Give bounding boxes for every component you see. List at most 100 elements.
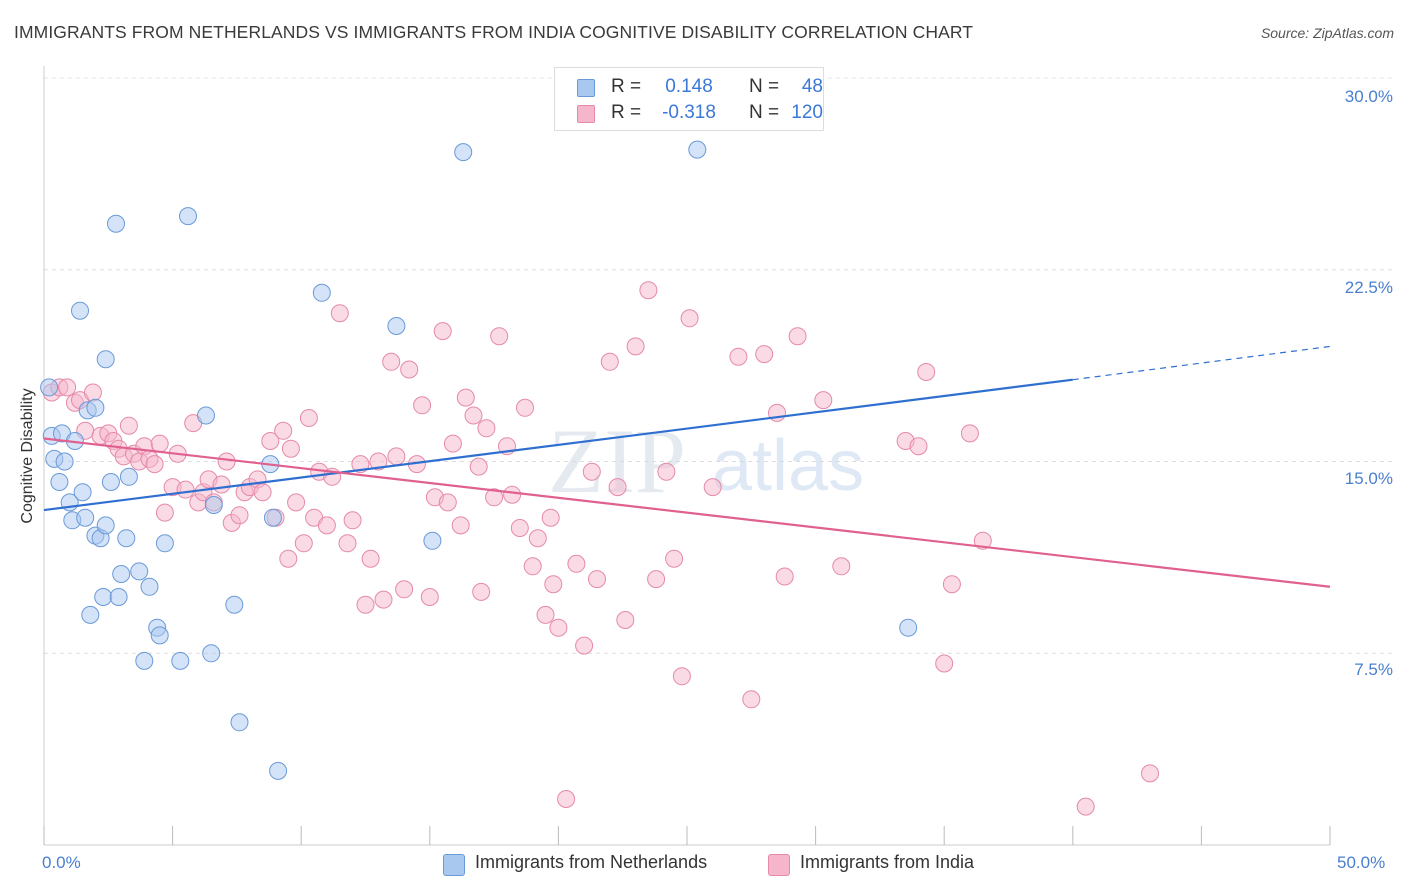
netherlands-point: [263, 508, 282, 527]
india-point: [261, 432, 280, 450]
india-point: [742, 690, 761, 709]
netherlands-points: [40, 140, 918, 780]
netherlands-point: [202, 644, 221, 663]
netherlands-point: [112, 565, 131, 583]
india-point: [317, 516, 336, 535]
india-point: [680, 309, 699, 328]
netherlands-point: [107, 214, 125, 233]
india-point: [176, 480, 195, 499]
india-point: [387, 447, 406, 466]
india-point: [973, 531, 992, 550]
watermark-zip: ZIP: [548, 410, 686, 512]
y-tick-22-5: 22.5%: [1344, 278, 1393, 297]
netherlands-point: [40, 378, 59, 397]
netherlands-point: [119, 467, 138, 486]
netherlands-trend-extension: [1072, 345, 1331, 381]
india-point: [490, 327, 509, 346]
netherlands-point: [94, 588, 113, 606]
india-point: [647, 570, 666, 589]
netherlands-point: [269, 761, 288, 780]
india-point: [626, 337, 645, 356]
india-point: [557, 790, 576, 808]
india-point: [438, 493, 457, 512]
netherlands-point: [117, 529, 136, 548]
y-tick-30: 30.0%: [1344, 87, 1393, 106]
india-point: [279, 549, 298, 568]
india-point: [755, 345, 774, 364]
india-points: [42, 281, 1159, 816]
netherlands-point: [76, 508, 95, 527]
india-point: [775, 567, 794, 586]
r-label: R =: [611, 76, 642, 97]
source-credit: Source: ZipAtlas.com: [1260, 25, 1394, 41]
india-point: [608, 478, 627, 497]
netherlands-point: [81, 605, 100, 624]
netherlands-point: [135, 651, 154, 670]
india-point: [942, 575, 961, 594]
india-point: [433, 322, 452, 341]
india-point: [155, 503, 174, 522]
india-point: [395, 580, 414, 599]
india-point: [150, 434, 169, 453]
india-point: [639, 281, 658, 300]
netherlands-point: [130, 562, 149, 581]
legend-india-swatch: [768, 854, 790, 876]
netherlands-point: [225, 595, 244, 614]
axes: [43, 66, 1331, 846]
india-point: [451, 516, 470, 535]
india-point: [523, 557, 542, 576]
india-point: [58, 378, 77, 397]
netherlands-point: [204, 496, 223, 514]
x-tick-0: 0.0%: [42, 853, 81, 872]
india-point: [516, 398, 534, 417]
x-tick-50: 50.0%: [1337, 853, 1386, 872]
grid-lines: [44, 77, 1392, 654]
india-point: [814, 391, 833, 410]
india-point: [369, 452, 388, 471]
india-point: [230, 506, 249, 525]
netherlands-point: [150, 626, 169, 645]
netherlands-point: [230, 713, 249, 732]
india-point: [217, 452, 236, 471]
india-swatch: [577, 105, 595, 123]
india-point: [665, 549, 684, 568]
india-point: [212, 475, 231, 494]
n-value-netherlands: 48: [801, 76, 823, 97]
india-point: [672, 667, 691, 686]
india-point: [567, 554, 586, 573]
india-point: [657, 462, 676, 481]
netherlands-point: [197, 406, 215, 425]
india-point: [544, 575, 563, 594]
india-point: [343, 511, 362, 530]
india-trend-line: [43, 437, 1331, 588]
india-point: [356, 595, 375, 614]
india-point: [729, 347, 748, 366]
netherlands-point: [71, 301, 89, 320]
netherlands-point: [312, 283, 331, 302]
india-point: [287, 493, 306, 512]
india-point: [1076, 797, 1095, 816]
india-point: [374, 590, 393, 609]
india-point: [294, 534, 313, 553]
india-point: [485, 488, 504, 507]
india-point: [788, 327, 807, 346]
india-point: [909, 437, 928, 456]
netherlands-point: [73, 483, 92, 502]
trend-lines: [43, 345, 1331, 588]
netherlands-point: [387, 317, 406, 335]
india-point: [330, 304, 349, 323]
india-point: [503, 485, 522, 504]
netherlands-point: [423, 531, 442, 550]
netherlands-trend-line: [43, 378, 1073, 512]
netherlands-point: [171, 651, 190, 670]
india-point: [83, 383, 102, 402]
india-point: [145, 455, 164, 474]
india-point: [472, 582, 491, 601]
india-point: [541, 508, 560, 527]
india-point: [575, 636, 594, 655]
india-point: [477, 419, 496, 438]
y-axis-title: Cognitive Disability: [19, 388, 36, 524]
india-point: [464, 406, 483, 425]
india-point: [338, 534, 357, 553]
